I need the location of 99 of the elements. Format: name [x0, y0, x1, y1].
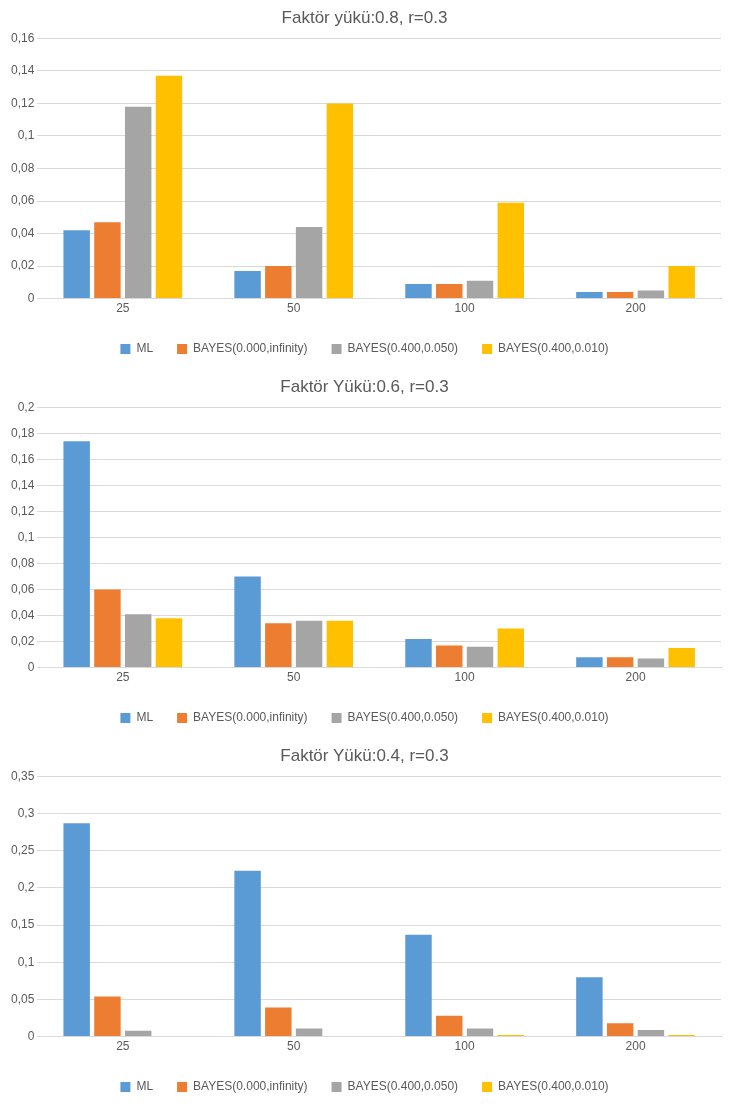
y-tick-label: 0,08: [11, 160, 35, 175]
x-tick-label: 200: [625, 1039, 646, 1054]
y-tick-label: 0,16: [11, 30, 35, 45]
bar: [668, 266, 695, 299]
bar: [497, 202, 525, 299]
bar: [405, 283, 432, 299]
legend-label: BAYES(0.400,0.010): [498, 710, 609, 725]
y-tick-label: 0,08: [11, 555, 35, 570]
bar: [576, 657, 603, 668]
y-tick-label: 0,1: [17, 954, 35, 969]
y-tick-label: 0,14: [11, 477, 35, 492]
y-tick-label: 0,2: [17, 399, 35, 414]
y-tick-label: 0,15: [11, 917, 35, 932]
bar: [466, 1028, 494, 1037]
bar: [576, 977, 603, 1037]
y-tick-label: 0: [27, 659, 35, 674]
y-tick-label: 0,1: [17, 529, 35, 544]
bar: [234, 576, 261, 668]
y-tick-label: 0,3: [17, 805, 35, 820]
bar: [94, 589, 121, 668]
bar: [155, 75, 183, 299]
y-tick-label: 0,14: [11, 63, 35, 78]
chart-title: Faktör yükü:0.8, r=0.3: [281, 7, 448, 27]
x-tick-label: 200: [625, 301, 646, 316]
x-tick-label: 100: [454, 301, 475, 316]
legend-label: ML: [136, 710, 154, 725]
y-tick-label: 0,35: [11, 768, 35, 783]
y-tick-label: 0,05: [11, 991, 35, 1006]
bar: [606, 292, 634, 299]
bar: [94, 222, 121, 299]
bar: [405, 638, 432, 668]
x-tick-label: 200: [625, 670, 646, 685]
bar: [606, 1023, 634, 1037]
legend-label: BAYES(0.400,0.050): [347, 710, 459, 725]
x-tick-label: 50: [287, 301, 301, 316]
bar: [466, 646, 494, 668]
y-tick-label: 0,06: [11, 193, 35, 208]
bar: [295, 1028, 323, 1037]
x-tick-label: 100: [454, 670, 475, 685]
bar: [124, 1030, 152, 1037]
legend-label: BAYES(0.000,infinity): [193, 1079, 308, 1094]
bar: [637, 290, 665, 299]
y-tick-label: 0,02: [11, 633, 35, 648]
y-tick-label: 0,04: [11, 607, 35, 622]
x-tick-label: 100: [454, 1039, 475, 1054]
legend-label: BAYES(0.400,0.050): [347, 341, 459, 356]
y-tick-label: 0,12: [11, 95, 35, 110]
x-tick-label: 50: [287, 670, 301, 685]
bar: [436, 1015, 463, 1037]
x-tick-label: 25: [116, 301, 130, 316]
bar: [405, 934, 432, 1037]
bar: [265, 266, 292, 299]
legend-label: ML: [136, 341, 154, 356]
y-tick-label: 0,12: [11, 503, 35, 518]
bar: [63, 823, 90, 1037]
y-tick-label: 0,25: [11, 843, 35, 858]
legend-label: BAYES(0.000,infinity): [193, 710, 308, 725]
y-tick-label: 0,16: [11, 451, 35, 466]
bar: [295, 620, 323, 668]
bar: [668, 648, 695, 668]
bar: [326, 620, 354, 668]
bar: [295, 227, 323, 299]
legend-label: BAYES(0.400,0.050): [347, 1079, 459, 1094]
bar: [326, 103, 354, 299]
legend-label: BAYES(0.400,0.010): [498, 1079, 609, 1094]
chart-title: Faktör Yükü:0.4, r=0.3: [280, 745, 449, 765]
x-tick-label: 50: [287, 1039, 301, 1054]
bar: [576, 292, 603, 299]
legend-label: BAYES(0.000,infinity): [193, 341, 308, 356]
bar: [265, 623, 292, 668]
x-tick-label: 25: [116, 1039, 130, 1054]
x-tick-label: 25: [116, 670, 130, 685]
bar: [124, 614, 152, 668]
bar: [497, 628, 525, 668]
bar: [436, 645, 463, 668]
legend-label: BAYES(0.400,0.010): [498, 341, 609, 356]
bar: [637, 1029, 665, 1037]
y-tick-label: 0,02: [11, 258, 35, 273]
bar: [63, 230, 90, 299]
chart-title: Faktör Yükü:0.6, r=0.3: [280, 376, 449, 396]
bar: [234, 270, 261, 299]
bar: [124, 106, 152, 299]
y-tick-label: 0,2: [17, 880, 35, 895]
bar: [265, 1007, 292, 1037]
bar: [606, 657, 634, 668]
bar: [436, 283, 463, 299]
bar: [637, 658, 665, 668]
y-tick-label: 0,06: [11, 581, 35, 596]
bar: [234, 870, 261, 1037]
legend-label: ML: [136, 1079, 154, 1094]
y-tick-label: 0: [27, 290, 35, 305]
y-tick-label: 0,04: [11, 225, 35, 240]
y-tick-label: 0: [27, 1028, 35, 1043]
y-tick-label: 0,1: [17, 128, 35, 143]
bar: [155, 618, 183, 668]
bar: [63, 441, 90, 668]
bar: [466, 280, 494, 299]
bar: [94, 996, 121, 1037]
y-tick-label: 0,18: [11, 425, 35, 440]
